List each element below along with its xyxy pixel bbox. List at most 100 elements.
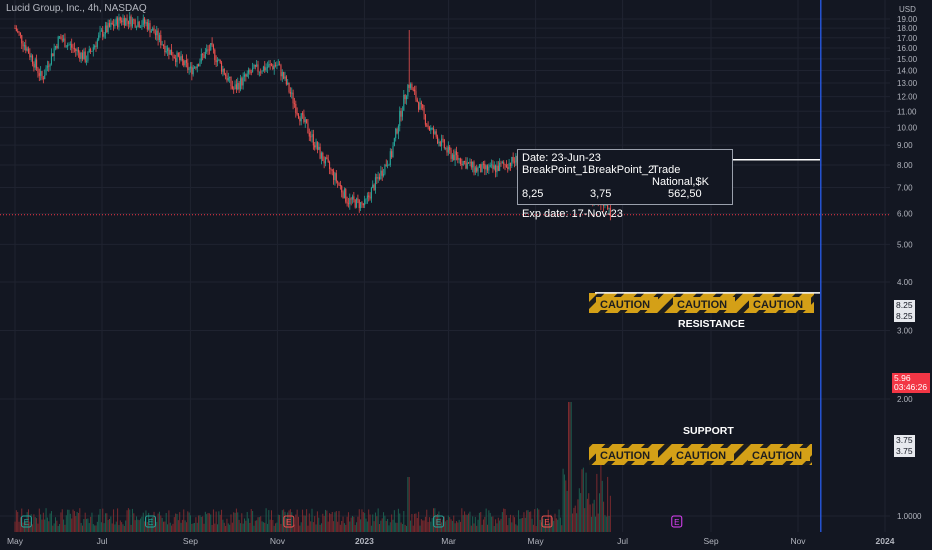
volume-bar xyxy=(323,515,325,532)
candle-body xyxy=(353,196,355,200)
candle-body xyxy=(117,18,119,28)
volume-bar xyxy=(520,518,522,532)
volume-bar xyxy=(492,516,494,532)
candle-body xyxy=(507,167,509,170)
volume-bar xyxy=(206,514,208,532)
volume-bar xyxy=(460,521,461,532)
candle-body xyxy=(95,45,97,47)
volume-bar xyxy=(212,509,214,532)
candle-body xyxy=(192,67,194,75)
candle-body xyxy=(65,46,67,48)
volume-bar xyxy=(555,518,557,532)
candle-body xyxy=(439,141,441,147)
candle-body xyxy=(362,203,364,206)
volume-bar xyxy=(115,521,117,532)
volume-bar xyxy=(511,522,513,532)
candle-body xyxy=(125,18,127,26)
volume-bar xyxy=(298,516,299,532)
candle-body xyxy=(322,152,324,162)
volume-bar xyxy=(518,510,520,532)
support-zone[interactable]: SUPPORT CAUTION CAUTION CAUTION xyxy=(589,292,820,465)
volume-bar xyxy=(457,522,459,532)
volume-bar xyxy=(157,513,159,532)
volume-bar xyxy=(380,520,382,532)
volume-bar xyxy=(481,524,483,532)
volume-bar xyxy=(426,509,428,532)
volume-bar xyxy=(465,514,467,532)
volume-bar xyxy=(350,517,352,532)
volume-bar xyxy=(480,512,482,532)
candle-body xyxy=(86,60,88,62)
candle-body xyxy=(279,64,281,66)
volume-bar xyxy=(133,513,135,532)
support-caution-2: CAUTION xyxy=(676,450,726,462)
candle-body xyxy=(52,53,54,57)
candle-body xyxy=(242,76,244,86)
volume-bar xyxy=(158,511,160,532)
volume-bar xyxy=(338,511,340,532)
candle-body xyxy=(454,151,456,161)
candle-body xyxy=(608,207,610,209)
candle-body xyxy=(410,84,412,88)
volume-bar xyxy=(461,508,463,532)
candle-body xyxy=(423,107,425,115)
candle-body xyxy=(100,30,102,32)
candle-body xyxy=(370,187,372,199)
volume-bar xyxy=(127,508,129,532)
volume-bar xyxy=(80,522,82,532)
candle-body xyxy=(449,146,451,151)
candle-body xyxy=(14,28,16,29)
candle-body xyxy=(395,128,397,139)
resistance-zone[interactable]: CAUTION CAUTION CAUTION RESISTANCE xyxy=(589,159,820,330)
volume-bar xyxy=(347,512,349,532)
volume-bar xyxy=(33,514,35,532)
volume-bar xyxy=(72,509,74,532)
volume-bar xyxy=(339,524,341,532)
support-caution-1: CAUTION xyxy=(600,450,650,462)
volume-bar xyxy=(410,520,412,532)
volume-bar xyxy=(356,522,358,532)
candle-body xyxy=(187,62,189,70)
candle-body xyxy=(92,47,94,52)
candle-body xyxy=(173,57,175,59)
candle-body xyxy=(56,46,58,49)
volume-bar xyxy=(95,525,97,532)
volume-bar xyxy=(435,514,437,532)
candle-body xyxy=(162,44,165,46)
candle-body xyxy=(508,162,510,170)
volume-bar xyxy=(434,508,436,532)
volume-bar xyxy=(235,508,237,532)
volume-bar xyxy=(253,525,255,532)
volume-bar xyxy=(60,512,62,532)
volume-bar xyxy=(314,516,316,532)
volume-bar xyxy=(430,521,432,532)
candle-body xyxy=(447,146,449,153)
volume-bar xyxy=(449,517,451,532)
volume-bar xyxy=(258,517,260,532)
volume-bar xyxy=(202,516,204,532)
volume-bar xyxy=(396,522,398,532)
volume-bar xyxy=(69,513,71,532)
volume-bar xyxy=(504,508,506,532)
volume-bar xyxy=(349,521,351,532)
volume-bar xyxy=(183,509,185,532)
volume-bar xyxy=(320,523,322,532)
volume-bar xyxy=(165,512,167,532)
candle-body xyxy=(33,63,35,68)
volume-bar xyxy=(584,508,586,532)
candle-body xyxy=(297,114,300,119)
price-axis-tick: 7.00 xyxy=(897,184,913,193)
candle-body xyxy=(57,36,59,49)
time-axis-tick: May xyxy=(528,536,545,546)
earnings-marker-label: E xyxy=(24,518,29,527)
candle-body xyxy=(153,28,155,34)
candle-body xyxy=(333,170,335,180)
volume-bar xyxy=(369,514,371,532)
candle-body xyxy=(165,51,167,53)
candle-body xyxy=(199,61,201,67)
time-axis[interactable]: May Jul Sep Nov 2023 Mar May Jul Sep Nov 2024 xyxy=(7,536,895,546)
candle-body xyxy=(45,67,47,75)
volume-bar xyxy=(599,493,601,532)
